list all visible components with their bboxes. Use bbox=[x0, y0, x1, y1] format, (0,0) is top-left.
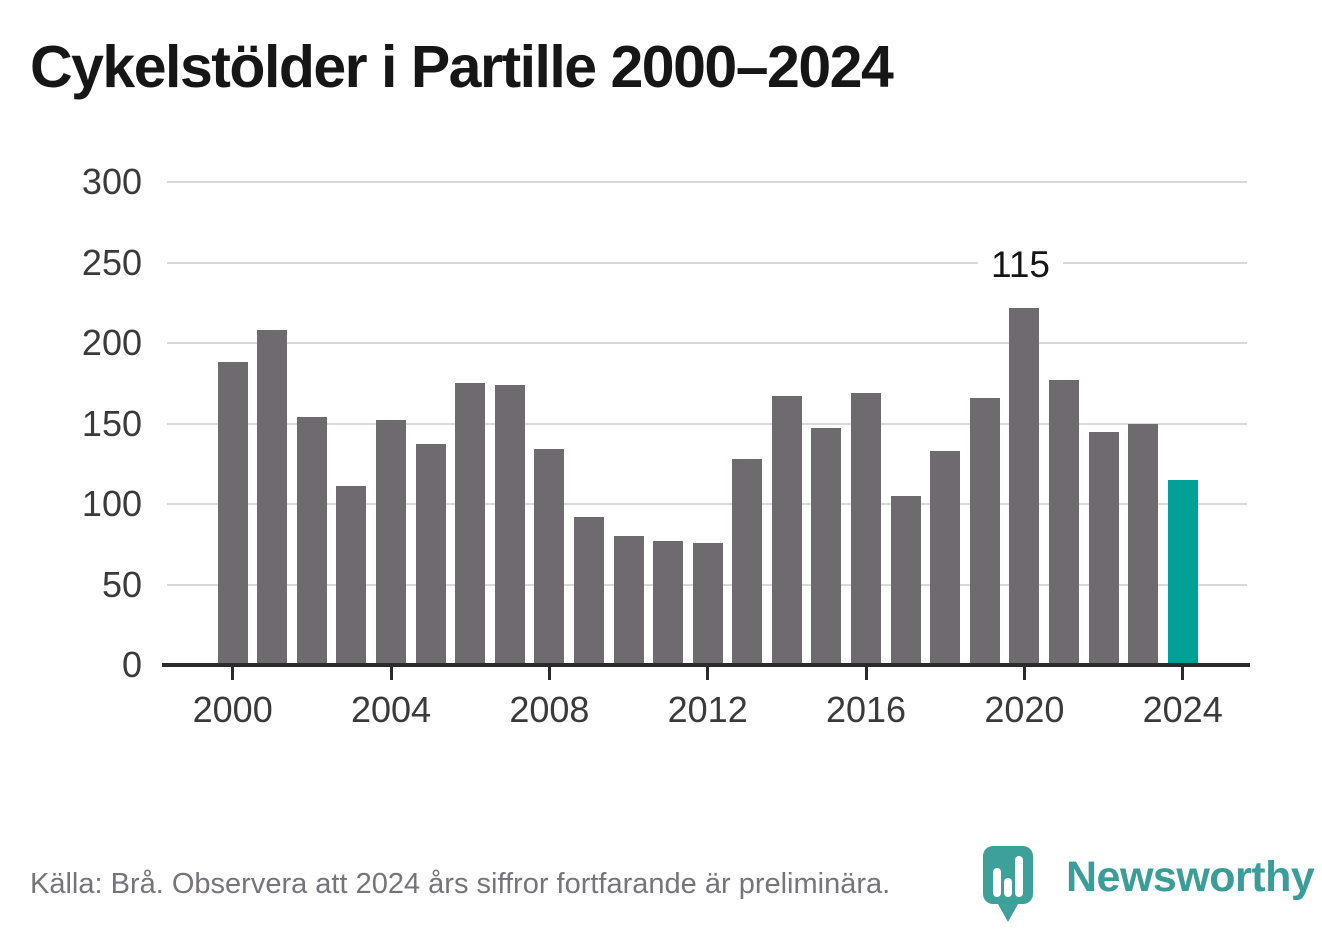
bar-2014 bbox=[771, 396, 802, 665]
y-tick-label-250: 250 bbox=[81, 241, 142, 283]
x-tick-label-2000: 2000 bbox=[192, 689, 273, 730]
value-callout: 115 bbox=[978, 244, 1063, 286]
newsworthy-wordmark: Newsworthy bbox=[1066, 853, 1315, 901]
gridline-300 bbox=[167, 181, 1247, 183]
x-tick-label-2004: 2004 bbox=[350, 689, 432, 730]
y-tick-label-200: 200 bbox=[81, 322, 142, 363]
y-tick-label-150: 150 bbox=[81, 402, 142, 444]
bar-2005 bbox=[415, 444, 446, 665]
plot-area bbox=[167, 181, 1247, 665]
y-tick-label-50: 50 bbox=[101, 563, 142, 605]
x-tick-label-2020: 2020 bbox=[984, 689, 1065, 730]
gridline-150 bbox=[167, 422, 1247, 425]
bar-2022 bbox=[1088, 431, 1119, 665]
y-tick-label-0: 0 bbox=[121, 644, 142, 685]
bar-2002 bbox=[296, 417, 327, 665]
bar-2009 bbox=[573, 516, 604, 665]
bar-2019 bbox=[969, 397, 1000, 665]
bar-2018 bbox=[930, 450, 961, 665]
bar-2016 bbox=[851, 392, 882, 665]
x-tick-2020 bbox=[1022, 667, 1026, 680]
bar-2015 bbox=[811, 428, 842, 665]
bar-2000 bbox=[217, 362, 248, 665]
y-tick-label-100: 100 bbox=[81, 483, 142, 524]
bar-2007 bbox=[494, 384, 525, 665]
x-tick-label-2008: 2008 bbox=[509, 689, 590, 730]
bar-2001 bbox=[257, 330, 288, 665]
bar-2023 bbox=[1128, 423, 1159, 665]
chart-title: Cykelstölder i Partille 2000–2024 bbox=[30, 34, 894, 100]
bar-2024 bbox=[1167, 479, 1198, 665]
bar-2017 bbox=[890, 495, 921, 665]
x-tick-2000 bbox=[231, 667, 235, 680]
bar-2020 bbox=[1009, 307, 1040, 665]
x-tick-2016 bbox=[864, 667, 868, 680]
x-tick-2008 bbox=[547, 667, 551, 680]
bar-2021 bbox=[1048, 380, 1079, 665]
gridline-200 bbox=[167, 342, 1247, 344]
bar-chart-pin-icon bbox=[983, 846, 1033, 922]
bar-2013 bbox=[732, 458, 763, 665]
bar-2011 bbox=[653, 541, 684, 665]
x-tick-2024 bbox=[1181, 667, 1185, 680]
gridline-100 bbox=[167, 503, 1247, 505]
newsworthy-logo: Newsworthy bbox=[983, 846, 1315, 924]
bar-2010 bbox=[613, 536, 644, 665]
x-tick-label-2024: 2024 bbox=[1142, 689, 1223, 730]
x-tick-label-2016: 2016 bbox=[825, 689, 907, 730]
x-axis-line bbox=[162, 663, 1250, 667]
bar-2012 bbox=[692, 542, 723, 665]
bar-2006 bbox=[455, 383, 486, 665]
source-note: Källa: Brå. Observera att 2024 års siffr… bbox=[30, 868, 891, 900]
x-tick-2004 bbox=[389, 667, 393, 680]
y-tick-label-300: 300 bbox=[81, 161, 142, 202]
bar-2003 bbox=[336, 486, 367, 665]
x-tick-2012 bbox=[706, 667, 710, 680]
bar-2004 bbox=[376, 420, 407, 665]
x-tick-label-2012: 2012 bbox=[667, 689, 748, 730]
bar-2008 bbox=[534, 449, 565, 665]
gridline-250 bbox=[167, 261, 1247, 264]
